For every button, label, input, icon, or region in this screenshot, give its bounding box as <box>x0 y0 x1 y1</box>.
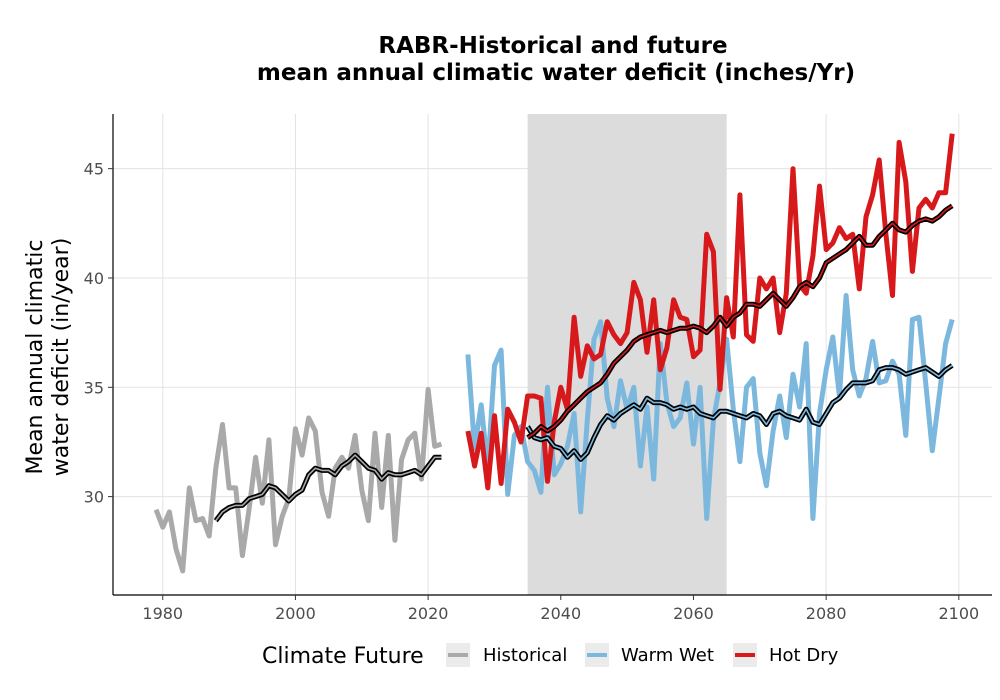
legend-title: Climate Future <box>262 644 424 669</box>
y-tick-label: 40 <box>84 269 104 288</box>
chart-title-line1: RABR-Historical and future <box>378 33 727 59</box>
series-line-historical <box>153 387 443 574</box>
legend-label-hot-dry: Hot Dry <box>769 645 839 666</box>
y-tick-label: 35 <box>84 378 104 397</box>
y-axis-label-line2: water deficit (in/year) <box>49 238 74 477</box>
legend: Climate Future Historical Warm Wet Hot D… <box>262 643 839 669</box>
chart-title-line2: mean annual climatic water deficit (inch… <box>257 60 855 86</box>
x-tick-label: 2000 <box>275 604 316 623</box>
legend-item-hot-dry: Hot Dry <box>733 643 839 667</box>
plot-area: 1980 2000 2020 2040 2060 2080 2100 30 35 40 45 <box>84 114 992 623</box>
legend-label-historical: Historical <box>483 645 567 666</box>
y-axis-label-line1: Mean annual climatic <box>23 240 48 475</box>
x-tick-label: 2020 <box>408 604 449 623</box>
x-tick-label: 1980 <box>142 604 183 623</box>
x-tick-label: 2040 <box>540 604 581 623</box>
x-tick-label: 2100 <box>938 604 979 623</box>
legend-label-warm-wet: Warm Wet <box>621 645 714 666</box>
series-line-warm-wet <box>465 293 955 521</box>
legend-item-historical: Historical <box>446 643 567 667</box>
legend-item-warm-wet: Warm Wet <box>585 643 714 667</box>
y-tick-label: 30 <box>84 488 104 507</box>
x-tick-label: 2080 <box>806 604 847 623</box>
series-line-hot-dry <box>465 133 955 491</box>
rolling-mean-line-hot-dry <box>527 205 953 439</box>
x-tick-label: 2060 <box>673 604 714 623</box>
y-tick-label: 45 <box>84 160 104 179</box>
rolling-mean-line-warm-wet <box>526 364 953 461</box>
rolling-mean-line-historical <box>215 454 442 522</box>
